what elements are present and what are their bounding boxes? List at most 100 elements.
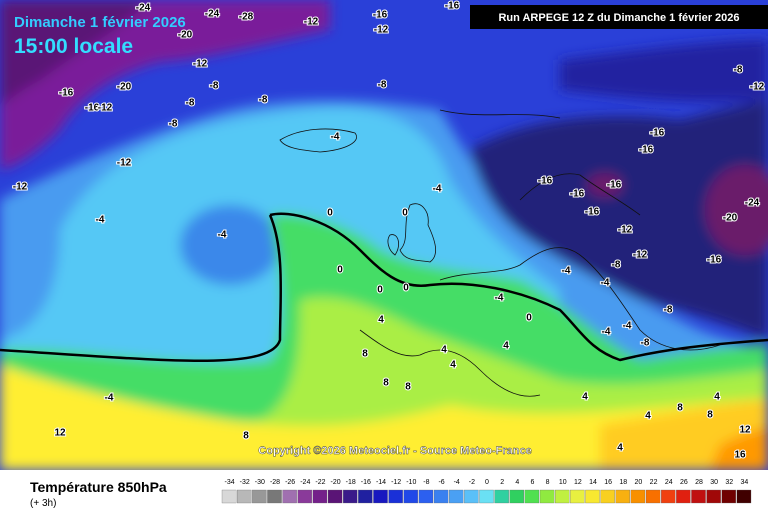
run-banner (470, 5, 768, 29)
contour-label: -12 (304, 17, 319, 28)
contour-label: 12 (739, 425, 751, 436)
contour-label: 0 (403, 283, 409, 294)
scale-swatch (479, 489, 494, 504)
contour-label: -16 (607, 180, 622, 191)
scale-label: -14 (376, 479, 386, 486)
contour-label: -4 (331, 132, 340, 143)
contour-label: 8 (243, 431, 249, 442)
contour-label: 16 (734, 450, 746, 461)
footer-subtitle: (+ 3h) (30, 498, 56, 509)
scale-swatch (676, 489, 691, 504)
contour-label: 4 (645, 411, 651, 422)
scale-swatch (342, 489, 358, 504)
scale-label: 32 (725, 479, 733, 486)
contour-label: -24 (136, 3, 151, 14)
scale-label: -12 (391, 479, 401, 486)
contour-label: 8 (677, 403, 683, 414)
scale-label: 10 (559, 479, 567, 486)
scale-label: 2 (500, 479, 504, 486)
scale-swatch (721, 489, 737, 504)
scale-label: 34 (741, 479, 749, 486)
scale-swatch (691, 489, 706, 504)
contour-label: -8 (612, 260, 621, 271)
scale-swatch (615, 489, 631, 504)
scale-swatch (645, 489, 661, 504)
scale-swatch (418, 489, 434, 504)
contour-label: -4 (562, 266, 571, 277)
scale-label: -18 (346, 479, 356, 486)
scale-label: 22 (650, 479, 658, 486)
scale-swatch (312, 489, 328, 504)
contour-label: -28 (239, 12, 254, 23)
scale-swatch (327, 489, 343, 504)
scale-label: -32 (240, 479, 250, 486)
scale-swatch (358, 489, 373, 504)
contour-label: 4 (582, 392, 588, 403)
scale-label: 0 (485, 479, 489, 486)
contour-label: -24 (745, 198, 760, 209)
scale-label: -2 (469, 479, 475, 486)
contour-label: -8 (210, 81, 219, 92)
contour-label: -16 (570, 189, 585, 200)
scale-label: 24 (665, 479, 673, 486)
scale-label: -20 (331, 479, 341, 486)
contour-label: -8 (169, 119, 178, 130)
contour-label: 4 (378, 315, 384, 326)
contour-label: -16 (373, 10, 388, 21)
contour-label: -4 (218, 230, 227, 241)
scale-swatch (570, 489, 585, 504)
scale-label: 30 (710, 479, 718, 486)
scale-label: -26 (285, 479, 295, 486)
scale-swatch (433, 489, 449, 504)
contour-label: -8 (378, 80, 387, 91)
scale-label: 4 (515, 479, 519, 486)
scale-swatch (706, 489, 721, 504)
scale-swatch (267, 489, 282, 504)
scale-label: -30 (255, 479, 265, 486)
scale-label: 18 (619, 479, 627, 486)
contour-label: -8 (734, 65, 743, 76)
contour-label: -4 (433, 184, 442, 195)
scale-label: -8 (423, 479, 429, 486)
scale-label: 20 (635, 479, 643, 486)
run-info: Run ARPEGE 12 Z du Dimanche 1 février 20… (498, 12, 739, 24)
scale-label: 16 (604, 479, 612, 486)
scale-label: -10 (406, 479, 416, 486)
scale-label: 6 (530, 479, 534, 486)
contour-label: -12 (633, 250, 648, 261)
contour-label: -16 (639, 145, 654, 156)
color-scale: -34 -32 -30 -28 -26 -24 -22 -20 -18 -16 -14 -12 -10-… (221, 479, 752, 504)
scale-label: 8 (546, 479, 550, 486)
contour-labels: -24-20-28-24-12-16-12-16-12-8-20-16-16-1… (12, 0, 766, 462)
copyright: Copyright ©2026 Meteociel.fr - Source Me… (258, 445, 531, 457)
scale-swatch (297, 489, 313, 504)
contour-label: 0 (327, 208, 333, 219)
contour-label: 4 (441, 345, 447, 356)
contour-label: 8 (362, 349, 368, 360)
scale-swatch (388, 489, 403, 504)
contour-label: -4 (96, 215, 105, 226)
contour-label: -16 (585, 207, 600, 218)
contour-label: -8 (641, 338, 650, 349)
date: Dimanche 1 février 2026 (14, 14, 186, 31)
footer-title: Température 850hPa (30, 479, 167, 495)
contour-label: -20 (117, 82, 132, 93)
contour-label: -20 (723, 213, 738, 224)
scale-swatch (236, 489, 252, 504)
scale-label: 26 (680, 479, 688, 486)
contour-label: 4 (617, 443, 623, 454)
contour-label: -16 (650, 128, 665, 139)
contour-label: 0 (402, 208, 408, 219)
scale-label: 12 (574, 479, 582, 486)
scale-swatch (585, 489, 600, 504)
contour-label: -12 (618, 225, 633, 236)
scale-label: -24 (300, 479, 310, 486)
contour-label: -4 (495, 293, 504, 304)
scale-label: -6 (438, 479, 444, 486)
scale-swatch (509, 489, 525, 504)
scale-swatch (660, 489, 676, 504)
scale-swatch (252, 489, 267, 504)
contour-label: 12 (54, 428, 66, 439)
scale-swatch (524, 489, 540, 504)
